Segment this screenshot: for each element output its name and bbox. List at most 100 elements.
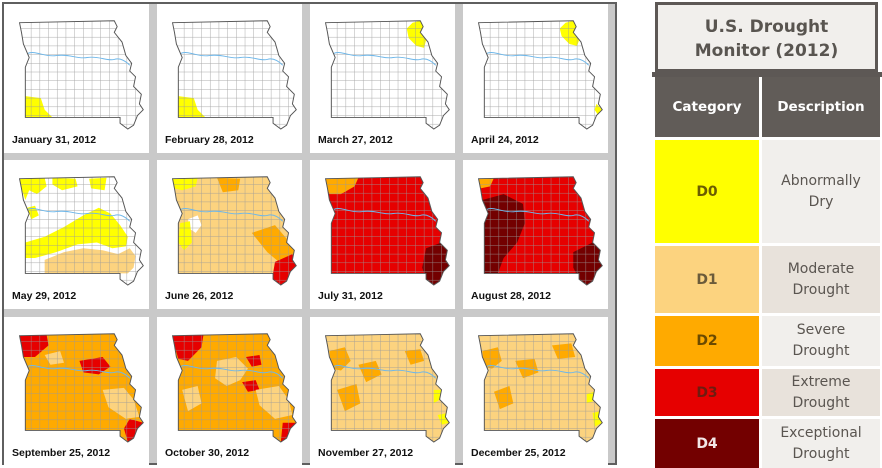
drought-area-d0	[52, 177, 78, 191]
drought-area-d0	[559, 20, 580, 46]
missouri-map	[477, 333, 603, 443]
missouri-map	[18, 176, 144, 286]
map-date-label: September 25, 2012	[12, 447, 111, 459]
map-panel-8: August 28, 2012	[463, 160, 608, 309]
drought-area-d0	[178, 221, 192, 251]
legend-title-shadow	[652, 72, 882, 77]
drought-area-d4	[422, 242, 450, 286]
missouri-river	[180, 365, 284, 379]
missouri-river	[333, 208, 437, 222]
drought-area-d0	[406, 20, 427, 48]
legend-title: U.S. Drought Monitor (2012)	[655, 2, 878, 72]
missouri-river	[486, 208, 590, 222]
drought-area-d1	[44, 248, 136, 274]
missouri-map	[18, 333, 144, 443]
legend-swatch-d4: D4	[655, 419, 759, 468]
map-panel-5: May 29, 2012	[4, 160, 149, 309]
map-panel-3: March 27, 2012	[310, 4, 455, 153]
legend: U.S. Drought Monitor (2012) Category Des…	[652, 0, 882, 468]
missouri-map	[477, 20, 603, 130]
missouri-river	[180, 208, 284, 222]
map-date-label: January 31, 2012	[12, 134, 97, 146]
drought-area-d3	[172, 334, 204, 361]
missouri-river	[27, 365, 131, 379]
drought-area-d1	[478, 333, 603, 443]
map-date-label: July 31, 2012	[318, 290, 383, 302]
legend-swatch-d2: D2	[655, 316, 759, 366]
map-date-label: August 28, 2012	[471, 290, 551, 302]
map-panel-4: April 24, 2012	[463, 4, 608, 153]
map-panel-7: July 31, 2012	[310, 160, 455, 309]
drought-area-d1	[215, 356, 248, 386]
legend-row-d4: D4 Exceptional Drought	[655, 419, 880, 468]
drought-area-d0	[172, 177, 198, 191]
legend-description-d4: Exceptional Drought	[762, 419, 880, 468]
map-date-label: March 27, 2012	[318, 134, 393, 146]
map-date-label: October 30, 2012	[165, 447, 250, 459]
legend-title-line2: Monitor (2012)	[694, 41, 839, 61]
legend-row-d3: D3 Extreme Drought	[655, 369, 880, 416]
drought-area-d0	[433, 389, 442, 404]
map-panel-11: November 27, 2012	[310, 317, 455, 466]
drought-area-d2	[404, 349, 425, 365]
legend-row-d0: D0 Abnormally Dry	[655, 140, 880, 243]
legend-header-category: Category	[655, 77, 759, 137]
drought-area-d1	[44, 351, 64, 365]
drought-area-d3	[123, 418, 144, 443]
drought-area-d2	[325, 177, 359, 195]
legend-header-description: Description	[762, 77, 880, 137]
drought-area-d2	[172, 333, 297, 443]
legend-title-line1: U.S. Drought	[704, 17, 829, 37]
map-date-label: May 29, 2012	[12, 290, 77, 302]
drought-area-d4	[482, 194, 525, 274]
drought-area-d0	[89, 177, 107, 191]
legend-swatch-d3: D3	[655, 369, 759, 416]
map-panel-9: September 25, 2012	[4, 317, 149, 466]
map-panel-10: October 30, 2012	[157, 317, 302, 466]
drought-area-d1	[172, 176, 297, 286]
legend-swatch-d0: D0	[655, 140, 759, 243]
missouri-map	[324, 176, 450, 286]
legend-description-d1: Moderate Drought	[762, 246, 880, 313]
missouri-river	[486, 365, 590, 379]
missouri-map	[18, 20, 144, 130]
drought-area-none	[188, 215, 202, 233]
missouri-river	[333, 52, 437, 66]
legend-row-d1: D1 Moderate Drought	[655, 246, 880, 313]
legend-description-d0: Abnormally Dry	[762, 140, 880, 243]
legend-row-d2: D2 Severe Drought	[655, 316, 880, 366]
map-panel-12: December 25, 2012	[463, 317, 608, 466]
map-date-label: April 24, 2012	[471, 134, 539, 146]
map-date-label: June 26, 2012	[165, 290, 234, 302]
map-date-label: November 27, 2012	[318, 447, 414, 459]
legend-description-d3: Extreme Drought	[762, 369, 880, 416]
drought-map-grid: January 31, 2012 February 28, 2012 Mar	[2, 2, 617, 466]
drought-area-d2	[217, 177, 241, 193]
missouri-map	[171, 176, 297, 286]
drought-area-d3	[325, 176, 450, 286]
missouri-map	[324, 20, 450, 130]
map-panel-6: June 26, 2012	[157, 160, 302, 309]
map-panel-1: January 31, 2012	[4, 4, 149, 153]
missouri-river	[27, 52, 131, 66]
drought-area-d0	[586, 391, 595, 404]
drought-area-d2	[358, 360, 382, 383]
map-panel-2: February 28, 2012	[157, 4, 302, 153]
missouri-map	[324, 333, 450, 443]
drought-area-d2	[552, 343, 576, 359]
missouri-map	[171, 20, 297, 130]
missouri-map	[171, 333, 297, 443]
missouri-river	[180, 52, 284, 66]
missouri-river	[27, 208, 131, 222]
legend-description-d2: Severe Drought	[762, 316, 880, 366]
drought-area-d3	[273, 254, 297, 286]
missouri-map	[477, 176, 603, 286]
drought-area-d1	[182, 385, 202, 412]
missouri-river	[333, 365, 437, 379]
drought-area-d2	[482, 347, 502, 369]
drought-area-d3	[19, 334, 49, 357]
drought-area-d3	[242, 380, 260, 392]
map-date-label: February 28, 2012	[165, 134, 254, 146]
legend-swatch-d1: D1	[655, 246, 759, 313]
missouri-river	[486, 52, 590, 66]
